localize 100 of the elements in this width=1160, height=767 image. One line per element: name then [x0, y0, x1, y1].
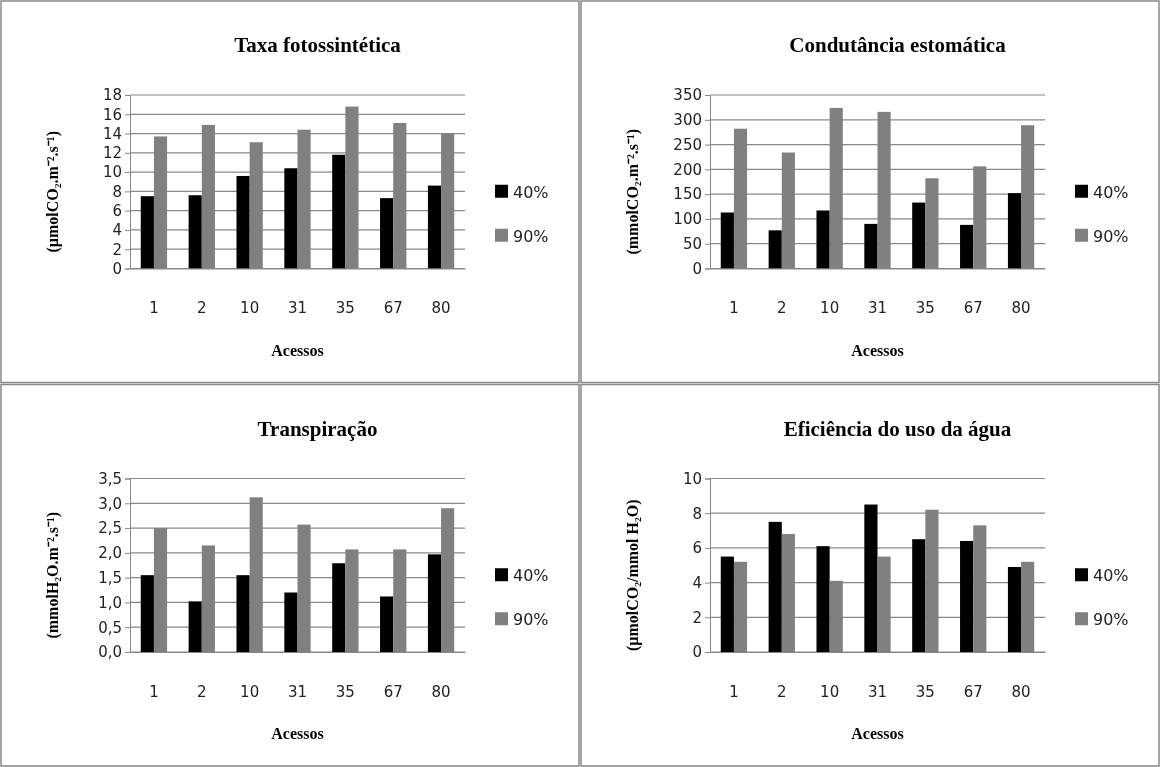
y-axis-title: (mmolH₂O.m⁻².s⁻¹): [44, 511, 62, 639]
x-tick-label: 10: [820, 682, 840, 701]
x-tick-label: 67: [963, 682, 983, 701]
x-axis-title: Acessos: [271, 725, 324, 742]
y-tick-label: 200: [673, 160, 702, 179]
bar: [960, 224, 974, 269]
x-tick-label: 80: [431, 299, 451, 318]
y-tick-label: 8: [692, 504, 702, 523]
legend-label: 40%: [1093, 182, 1129, 202]
x-tick-label: 1: [729, 682, 739, 701]
y-tick-label: 12: [102, 144, 122, 163]
x-tick-label: 1: [149, 682, 159, 701]
x-tick-label: 10: [240, 299, 260, 318]
y-tick-label: 2: [112, 240, 122, 259]
y-tick-label: 3,5: [98, 469, 122, 488]
legend-label: 40%: [513, 182, 549, 202]
x-tick-label: 10: [820, 299, 840, 318]
y-tick-label: 0,0: [98, 643, 122, 662]
y-tick-label: 2,0: [98, 544, 122, 563]
y-tick-label: 4: [112, 221, 122, 240]
y-tick-label: 10: [102, 163, 122, 182]
x-tick-label: 1: [149, 299, 159, 318]
x-tick-label: 2: [777, 682, 787, 701]
x-tick-label: 35: [335, 682, 355, 701]
y-tick-label: 8: [112, 182, 122, 201]
x-tick-label: 2: [197, 682, 207, 701]
y-tick-label: 1,5: [98, 568, 122, 587]
bar: [427, 185, 442, 269]
y-tick-label: 1,0: [98, 593, 122, 612]
y-axis-title: (μmolCO₂/mmol H₂O): [624, 499, 642, 652]
y-tick-label: 4: [692, 573, 702, 592]
y-tick-label: 250: [673, 135, 702, 154]
legend-label: 90%: [513, 226, 549, 246]
x-tick-label: 67: [383, 682, 403, 701]
bar: [332, 154, 346, 269]
x-tick-label: 67: [383, 299, 403, 318]
y-tick-label: 350: [673, 86, 702, 105]
bar: [864, 223, 878, 269]
bar: [1007, 193, 1022, 269]
y-tick-label: 2: [692, 608, 702, 627]
y-tick-label: 0,5: [98, 618, 122, 637]
y-axis-title: (mmolCO₂.m⁻².s⁻¹): [624, 128, 642, 255]
bar: [912, 202, 926, 269]
x-tick-label: 80: [1011, 299, 1031, 318]
y-tick-label: 18: [102, 86, 122, 105]
legend-label: 90%: [1093, 610, 1129, 630]
y-tick-label: 300: [673, 111, 702, 130]
legend-label: 40%: [1093, 566, 1129, 586]
y-tick-label: 0: [692, 259, 702, 278]
chart-title: Transpiração: [257, 416, 378, 441]
bar: [768, 230, 782, 269]
chart-title: Taxa fotossintética: [234, 33, 402, 57]
y-axis-title: (μmolCO₂.m⁻².s⁻¹): [44, 131, 62, 253]
bar: [816, 546, 830, 652]
x-tick-label: 2: [777, 299, 787, 318]
bar: [284, 168, 298, 269]
x-tick-label: 1: [729, 299, 739, 318]
x-tick-label: 80: [431, 682, 451, 701]
y-tick-label: 100: [673, 210, 702, 229]
y-tick-label: 10: [682, 469, 702, 488]
x-tick-label: 35: [915, 299, 935, 318]
x-tick-label: 31: [287, 299, 308, 318]
bar: [1007, 566, 1022, 652]
x-axis-title: Acessos: [851, 341, 904, 359]
y-tick-label: 50: [682, 235, 702, 254]
x-tick-label: 31: [287, 682, 308, 701]
y-tick-label: 6: [692, 539, 702, 558]
y-tick-label: 2,5: [98, 519, 122, 538]
x-tick-label: 35: [335, 299, 355, 318]
bar: [864, 504, 878, 652]
bar: [427, 554, 442, 652]
legend-label: 90%: [1093, 226, 1129, 246]
x-tick-label: 10: [240, 682, 260, 701]
bar: [284, 592, 298, 652]
bar: [380, 596, 394, 652]
bar: [912, 539, 926, 652]
y-tick-label: 14: [102, 124, 122, 143]
bar: [816, 210, 830, 269]
y-tick-label: 6: [112, 201, 122, 220]
x-axis-title: Acessos: [271, 341, 324, 359]
bar: [236, 175, 250, 269]
bar: [380, 198, 394, 269]
y-tick-label: 150: [673, 185, 702, 204]
bar: [236, 575, 250, 652]
y-tick-label: 16: [102, 105, 122, 124]
legend-label: 90%: [513, 610, 549, 630]
x-axis-title: Acessos: [851, 725, 904, 742]
bar: [720, 556, 734, 652]
bar: [188, 195, 202, 269]
chart-title: Condutância estomática: [789, 33, 1007, 57]
y-tick-label: 3,0: [98, 494, 122, 513]
chart-title: Eficiência do uso da água: [783, 416, 1012, 441]
bar: [720, 212, 734, 269]
y-tick-label: 0: [112, 259, 122, 278]
bar: [188, 601, 202, 652]
x-tick-label: 31: [867, 682, 888, 701]
bar: [140, 575, 154, 652]
legend-label: 40%: [513, 566, 549, 586]
y-tick-label: 0: [692, 643, 702, 662]
bar: [768, 521, 782, 652]
